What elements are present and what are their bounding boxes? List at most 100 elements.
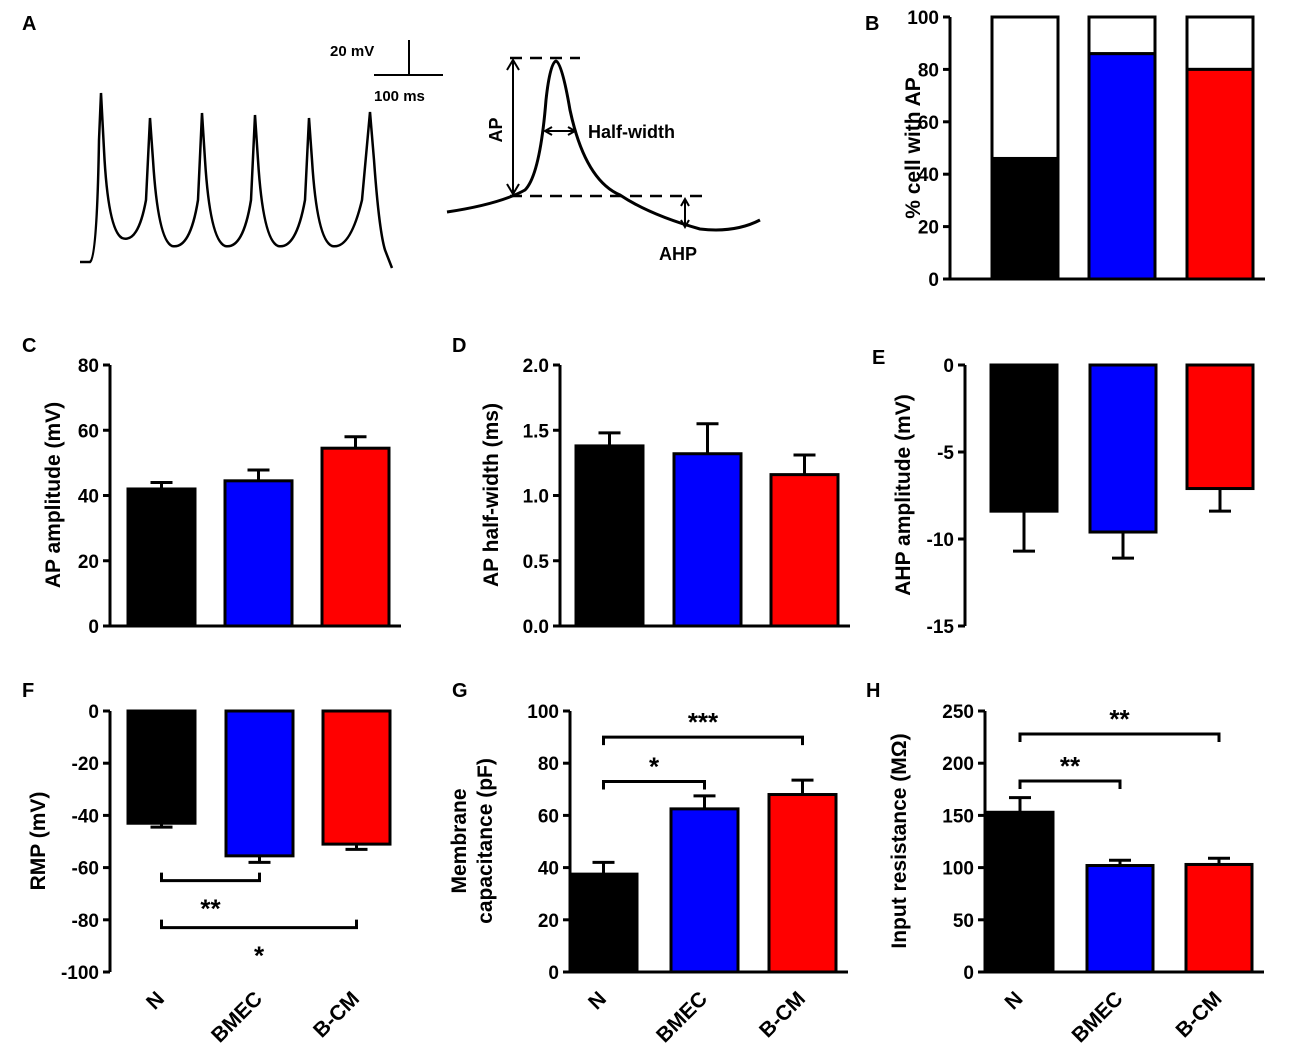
c-bar-bmec: [223, 479, 294, 628]
h-y-tick-label: 150: [942, 806, 974, 827]
g-y-axis-label: Membrane capacitance (pF): [448, 758, 497, 924]
f-x-tick-label: N: [142, 987, 169, 1014]
d-y-tick-label: 0.5: [523, 552, 550, 573]
h-x-tick-label: BMEC: [1068, 987, 1128, 1047]
panel-a: A 20 mV 100 ms AP Half-width AHP: [22, 13, 761, 269]
h-significance-label: **: [1109, 704, 1130, 734]
panel-e: E 0 -5 -10 -15 AHP amplitude (mV): [872, 347, 1255, 638]
b-bar-without-ap: [1087, 15, 1157, 56]
panel-a-label: A: [22, 13, 36, 35]
d-bar-bmec: [672, 452, 743, 628]
d-y-tick-label: 0.0: [523, 617, 549, 638]
f-bar-bmec: [224, 709, 295, 858]
f-y-tick-label: -60: [72, 859, 99, 880]
g-y-axis-label-line: capacitance (pF): [474, 758, 497, 924]
h-y-axis-label: Input resistance (MΩ): [888, 733, 911, 948]
b-y-tick-label: 0: [928, 270, 939, 291]
panel-d-label: D: [452, 335, 466, 357]
f-bar-n: [126, 709, 197, 825]
panel-h-label: H: [866, 680, 880, 702]
c-y-tick-label: 0: [88, 617, 99, 638]
panel-d: D 0.0 0.5 1.0 1.5 2.0 AP half-width (ms): [452, 335, 850, 638]
b-y-tick-label: 60: [918, 113, 939, 134]
g-x-tick-label: N: [584, 987, 611, 1014]
g-y-tick-label: 20: [538, 911, 559, 932]
h-y-tick-label: 100: [942, 859, 974, 880]
c-bar-n: [126, 487, 197, 628]
h-x-tick-label: N: [1001, 987, 1028, 1014]
b-y-axis-label: % cell with AP: [902, 77, 925, 219]
c-y-tick-label: 80: [78, 356, 99, 377]
d-y-tick-label: 2.0: [523, 356, 549, 377]
h-y-tick-label: 0: [963, 963, 974, 984]
d-y-tick-label: 1.0: [523, 487, 549, 508]
f-y-axis-label: RMP (mV): [27, 792, 50, 891]
panel-g-label: G: [452, 680, 468, 702]
h-y-tick-label: 50: [953, 911, 974, 932]
c-y-tick-label: 40: [78, 487, 99, 508]
panel-h: H 0 50 100 150 200 250 Input resistance (MΩ) N B…: [866, 680, 1264, 1047]
e-y-tick-label: -10: [927, 530, 954, 551]
ap-annotation: AP: [486, 117, 506, 142]
g-y-tick-label: 100: [527, 702, 559, 723]
scale-voltage-label: 20 mV: [330, 43, 374, 60]
f-significance-bracket: [160, 872, 261, 883]
h-significance-bracket: [1018, 732, 1221, 742]
d-bar-n: [574, 444, 645, 628]
e-bar-n: [989, 363, 1059, 513]
g-x-tick-label: BMEC: [652, 987, 712, 1047]
d-bar-b-cm: [769, 473, 840, 628]
h-y-tick-label: 200: [942, 754, 974, 775]
panel-b-label: B: [865, 13, 879, 35]
ahp-arrowheads: [680, 196, 690, 230]
g-y-tick-label: 0: [548, 963, 559, 984]
panel-f-label: F: [22, 680, 34, 702]
f-y-tick-label: 0: [88, 702, 99, 723]
g-bar-b-cm: [767, 793, 838, 974]
panel-g: G 0 20 40 60 80 100 Membrane capacitance (pF) N B…: [448, 680, 848, 1047]
scale-time-label: 100 ms: [374, 88, 425, 105]
g-x-tick-label: B-CM: [755, 987, 810, 1042]
d-y-axis-label: AP half-width (ms): [480, 403, 503, 587]
f-significance-label: **: [200, 894, 221, 924]
h-y-tick-label: 250: [942, 702, 974, 723]
h-x-tick-label: B-CM: [1172, 987, 1227, 1042]
ahp-annotation: AHP: [659, 244, 697, 264]
b-y-tick-label: 40: [918, 165, 939, 186]
b-y-tick-label: 100: [907, 8, 939, 29]
f-significance-label: *: [254, 941, 265, 971]
g-significance-bracket: [602, 735, 804, 746]
g-y-axis-label-line: Membrane: [448, 788, 471, 893]
ap-arrowheads: [506, 58, 520, 196]
e-y-tick-label: -5: [937, 443, 954, 464]
g-y-tick-label: 40: [538, 859, 559, 880]
f-y-tick-label: -20: [72, 754, 99, 775]
f-y-tick-label: -80: [72, 911, 99, 932]
h-bar-b-cm: [1184, 862, 1254, 974]
g-significance-label: ***: [688, 707, 719, 737]
panel-c-label: C: [22, 335, 36, 357]
panel-b: B 0 20 40 60 80 100 % cell with AP: [865, 8, 1265, 291]
e-y-tick-label: -15: [927, 617, 955, 638]
e-y-axis-label: AHP amplitude (mV): [892, 394, 915, 595]
panel-c: C 0 20 40 60 80 AP amplitude (mV): [22, 335, 401, 638]
b-bar-with-ap: [1185, 67, 1255, 281]
e-bar-b-cm: [1185, 363, 1255, 491]
d-y-tick-label: 1.5: [523, 421, 550, 442]
f-bar-b-cm: [321, 709, 392, 846]
h-bar-bmec: [1085, 864, 1155, 974]
e-y-tick-label: 0: [943, 356, 954, 377]
g-significance-label: *: [649, 751, 660, 781]
b-bar-with-ap: [1087, 52, 1157, 281]
b-bar-with-ap: [990, 156, 1060, 281]
g-significance-bracket: [602, 779, 706, 790]
half-width-annotation: Half-width: [588, 122, 675, 142]
f-y-tick-label: -100: [61, 963, 99, 984]
f-significance-bracket: [160, 919, 358, 930]
g-bar-n: [568, 872, 639, 974]
g-y-tick-label: 60: [538, 806, 559, 827]
f-x-tick-label: B-CM: [309, 987, 364, 1042]
single-ap-trace: [446, 59, 761, 232]
